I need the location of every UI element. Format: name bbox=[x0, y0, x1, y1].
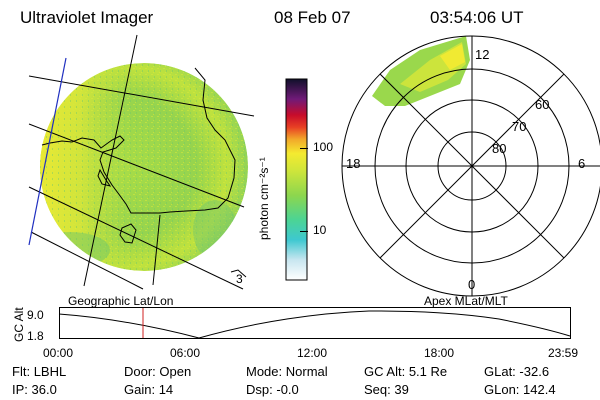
gain-readout: Gain: 14 bbox=[124, 382, 174, 397]
colorbar-tick-mark-1 bbox=[300, 230, 308, 232]
seq-value: 39 bbox=[394, 382, 409, 397]
app-title: Ultraviolet Imager bbox=[20, 8, 154, 27]
altitude-ytick-min: 1.8 bbox=[27, 329, 44, 343]
dsp-value: -0.0 bbox=[276, 382, 299, 397]
gc-alt-value: 5.1 Re bbox=[408, 364, 448, 379]
date-readout: 08 Feb 07 bbox=[274, 8, 351, 27]
gc-alt-readout: GC Alt: 5.1 Re bbox=[364, 364, 448, 379]
mlat-label-80: 80 bbox=[492, 141, 507, 156]
altitude-plot bbox=[58, 307, 571, 339]
filter-value: LBHL bbox=[33, 364, 67, 379]
mlt-label-0: 0 bbox=[468, 277, 476, 292]
glon-value: 142.4 bbox=[523, 382, 556, 397]
mlat-label-70: 70 bbox=[512, 119, 527, 134]
colorbar-tick-label-0: 100 bbox=[313, 140, 334, 155]
filter-readout: Flt: LBHL bbox=[12, 364, 67, 379]
time-readout: 03:54:06 UT bbox=[430, 8, 524, 27]
coastline bbox=[41, 67, 236, 214]
auroral-emission bbox=[372, 36, 470, 106]
mlt-label-6: 6 bbox=[578, 156, 586, 171]
colorbar-tick-label-1: 10 bbox=[313, 222, 327, 237]
colorbar-tick-mark-0 bbox=[300, 148, 308, 150]
seq-readout: Seq: 39 bbox=[364, 382, 409, 397]
door-value: Open bbox=[159, 364, 192, 379]
mode-value: Normal bbox=[285, 364, 328, 379]
coast-label: 3 bbox=[236, 272, 243, 286]
gain-value: 14 bbox=[158, 382, 174, 397]
altitude-xtick-0: 00:00 bbox=[43, 346, 74, 360]
colorbar-unit-label: photon cm⁻²s⁻¹ bbox=[257, 157, 271, 240]
mlt-label-12: 12 bbox=[475, 47, 490, 62]
mode-readout: Mode: Normal bbox=[246, 364, 328, 379]
polar-panel-label: Apex MLat/MLT bbox=[424, 294, 508, 308]
altitude-ylabel: GC Alt bbox=[12, 307, 26, 342]
mlt-label-18: 18 bbox=[346, 156, 361, 171]
glat-value: -32.6 bbox=[519, 364, 550, 379]
color-bar bbox=[285, 78, 308, 281]
altitude-trace bbox=[58, 310, 571, 339]
altitude-xtick-3: 18:00 bbox=[424, 346, 455, 360]
polar-grid bbox=[341, 35, 600, 297]
dsp-readout: Dsp: -0.0 bbox=[246, 382, 299, 397]
glon-readout: GLon: 142.4 bbox=[484, 382, 556, 397]
glat-readout: GLat: -32.6 bbox=[484, 364, 550, 379]
ip-value: 36.0 bbox=[31, 382, 57, 397]
altitude-ytick-max: 9.0 bbox=[27, 308, 44, 322]
geo-panel-label: Geographic Lat/Lon bbox=[68, 294, 174, 308]
door-readout: Door: Open bbox=[124, 364, 192, 379]
altitude-xtick-2: 12:00 bbox=[297, 346, 328, 360]
mlat-label-60: 60 bbox=[535, 97, 550, 112]
ip-readout: IP: 36.0 bbox=[12, 382, 57, 397]
altitude-xtick-4: 23:59 bbox=[548, 346, 579, 360]
altitude-xtick-1: 06:00 bbox=[170, 346, 201, 360]
